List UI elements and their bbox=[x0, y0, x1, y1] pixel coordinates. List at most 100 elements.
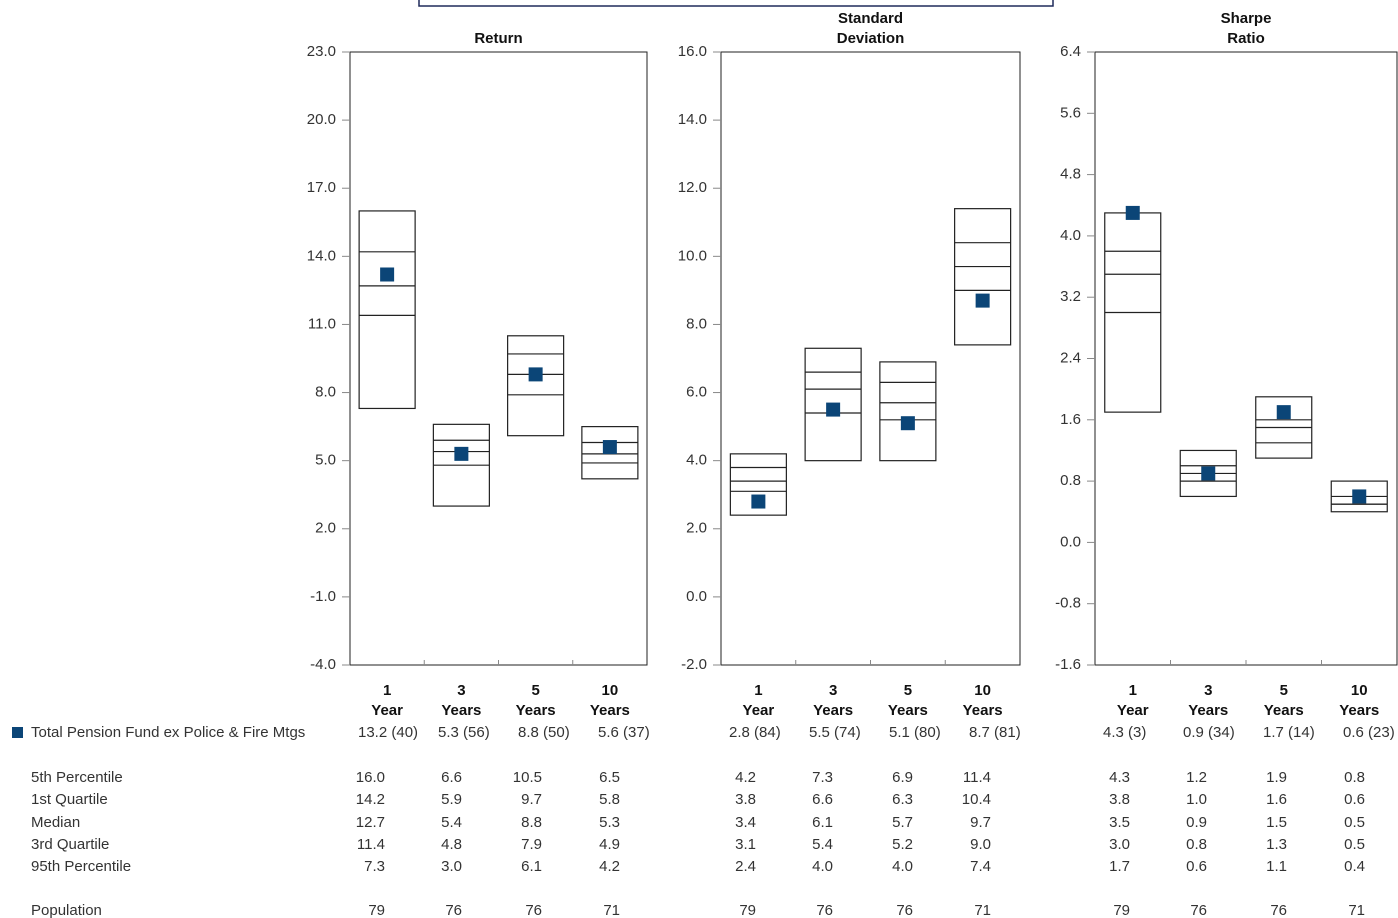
x-tick-label: 10 Years bbox=[589, 682, 630, 719]
fund-marker bbox=[826, 402, 841, 417]
y-tick-label: 6.4 bbox=[1060, 43, 1081, 60]
population-value: 76 bbox=[445, 902, 462, 918]
percentile-value: 6.6 bbox=[441, 769, 462, 786]
percentile-value: 0.9 bbox=[1186, 814, 1207, 831]
y-tick-label: 6.0 bbox=[686, 384, 707, 401]
y-tick-label: 8.0 bbox=[315, 384, 336, 401]
percentile-value: 3.8 bbox=[1109, 791, 1130, 808]
y-tick-label: 4.0 bbox=[1060, 227, 1081, 244]
y-tick-label: 5.0 bbox=[315, 452, 336, 469]
fund-value: 5.3 (56) bbox=[438, 724, 490, 741]
fund-value: 2.8 (84) bbox=[729, 724, 781, 741]
percentile-value: 1.1 bbox=[1266, 858, 1287, 875]
fund-marker bbox=[380, 267, 395, 282]
chart-title: Sharpe Ratio bbox=[1220, 10, 1272, 47]
percentile-value: 11.4 bbox=[357, 836, 385, 853]
population-value: 76 bbox=[1270, 902, 1287, 918]
fund-marker bbox=[1125, 205, 1140, 220]
fund-marker bbox=[900, 416, 915, 431]
fund-marker bbox=[975, 293, 990, 308]
percentile-value: 3.4 bbox=[735, 814, 756, 831]
fund-marker bbox=[1352, 489, 1367, 504]
percentile-value: 4.8 bbox=[441, 836, 462, 853]
percentile-value: 7.3 bbox=[812, 769, 833, 786]
percentile-value: 0.8 bbox=[1344, 769, 1365, 786]
population-value: 76 bbox=[896, 902, 913, 918]
percentile-value: 4.9 bbox=[599, 836, 620, 853]
x-tick-label: 3 Years bbox=[1188, 682, 1229, 719]
percentile-value: 9.0 bbox=[970, 836, 991, 853]
x-tick-label: 5 Years bbox=[887, 682, 928, 719]
percentile-value: 11.4 bbox=[963, 769, 991, 786]
y-tick-label: 11.0 bbox=[308, 315, 336, 332]
box bbox=[358, 210, 416, 410]
percentile-value: 3.0 bbox=[441, 858, 462, 875]
row-label: Total Pension Fund ex Police & Fire Mtgs bbox=[31, 724, 305, 741]
percentile-value: 5.4 bbox=[441, 814, 462, 831]
y-tick-label: 12.0 bbox=[678, 179, 707, 196]
percentile-value: 3.1 bbox=[735, 836, 756, 853]
percentile-value: 0.6 bbox=[1186, 858, 1207, 875]
percentile-value: 14.2 bbox=[356, 791, 385, 808]
population-value: 71 bbox=[974, 902, 991, 918]
percentile-value: 5.7 bbox=[892, 814, 913, 831]
chart-title: Return bbox=[474, 30, 523, 47]
percentile-value: 1.9 bbox=[1266, 769, 1287, 786]
percentile-value: 5.3 bbox=[599, 814, 620, 831]
percentile-value: 5.8 bbox=[599, 791, 620, 808]
fund-value: 0.9 (34) bbox=[1183, 724, 1235, 741]
percentile-value: 6.5 bbox=[599, 769, 620, 786]
percentile-value: 4.0 bbox=[892, 858, 913, 875]
x-tick-label: 1 Year bbox=[1116, 682, 1149, 719]
y-tick-label: 5.6 bbox=[1060, 104, 1081, 121]
fund-marker bbox=[602, 440, 617, 455]
percentile-value: 4.0 bbox=[812, 858, 833, 875]
x-tick-label: 5 Years bbox=[515, 682, 556, 719]
y-tick-label: 1.6 bbox=[1060, 411, 1081, 428]
fund-value: 5.6 (37) bbox=[598, 724, 650, 741]
percentile-value: 1.7 bbox=[1109, 858, 1130, 875]
percentile-value: 6.9 bbox=[892, 769, 913, 786]
percentile-value: 5.2 bbox=[892, 836, 913, 853]
fund-value: 8.8 (50) bbox=[518, 724, 570, 741]
legend-marker bbox=[12, 727, 23, 738]
fund-value: 5.5 (74) bbox=[809, 724, 861, 741]
y-tick-label: 23.0 bbox=[307, 43, 336, 60]
header-frame bbox=[418, 0, 1054, 7]
row-label: 3rd Quartile bbox=[31, 836, 109, 853]
plot-frame bbox=[1094, 51, 1398, 666]
row-label: Median bbox=[31, 814, 80, 831]
row-label: Population bbox=[31, 902, 102, 918]
y-tick-label: 4.8 bbox=[1060, 166, 1081, 183]
percentile-value: 3.8 bbox=[735, 791, 756, 808]
y-tick-label: 10.0 bbox=[678, 247, 707, 264]
percentile-value: 16.0 bbox=[356, 769, 385, 786]
population-value: 79 bbox=[1113, 902, 1130, 918]
box bbox=[804, 347, 862, 462]
y-tick-label: 2.0 bbox=[315, 520, 336, 537]
population-value: 76 bbox=[1190, 902, 1207, 918]
y-tick-label: 0.8 bbox=[1060, 472, 1081, 489]
fund-marker bbox=[454, 446, 469, 461]
percentile-value: 7.3 bbox=[364, 858, 385, 875]
percentile-value: 8.8 bbox=[521, 814, 542, 831]
y-tick-label: -1.0 bbox=[310, 588, 336, 605]
percentile-value: 5.9 bbox=[441, 791, 462, 808]
percentile-value: 0.6 bbox=[1344, 791, 1365, 808]
y-tick-label: 14.0 bbox=[307, 247, 336, 264]
fund-value: 8.7 (81) bbox=[969, 724, 1021, 741]
percentile-value: 7.9 bbox=[521, 836, 542, 853]
percentile-value: 6.6 bbox=[812, 791, 833, 808]
plot-frame bbox=[349, 51, 648, 666]
y-tick-label: 20.0 bbox=[307, 111, 336, 128]
y-tick-label: -4.0 bbox=[310, 656, 336, 673]
percentile-value: 1.2 bbox=[1186, 769, 1207, 786]
percentile-value: 1.6 bbox=[1266, 791, 1287, 808]
percentile-value: 7.4 bbox=[970, 858, 991, 875]
y-tick-label: -1.6 bbox=[1055, 656, 1081, 673]
percentile-value: 9.7 bbox=[521, 791, 542, 808]
y-tick-label: 8.0 bbox=[686, 315, 707, 332]
fund-value: 4.3 (3) bbox=[1103, 724, 1146, 741]
percentile-value: 9.7 bbox=[970, 814, 991, 831]
